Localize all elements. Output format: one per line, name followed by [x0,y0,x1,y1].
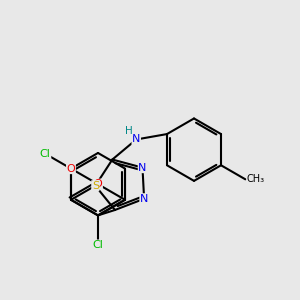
Text: O: O [94,179,102,189]
Text: Cl: Cl [92,240,104,250]
Text: CH₃: CH₃ [247,174,265,184]
Text: O: O [67,164,75,174]
Text: N: N [132,134,140,145]
Text: H: H [125,126,133,136]
Text: N: N [138,163,147,172]
Text: N: N [140,194,148,204]
Text: Cl: Cl [40,149,51,159]
Text: S: S [92,181,99,191]
